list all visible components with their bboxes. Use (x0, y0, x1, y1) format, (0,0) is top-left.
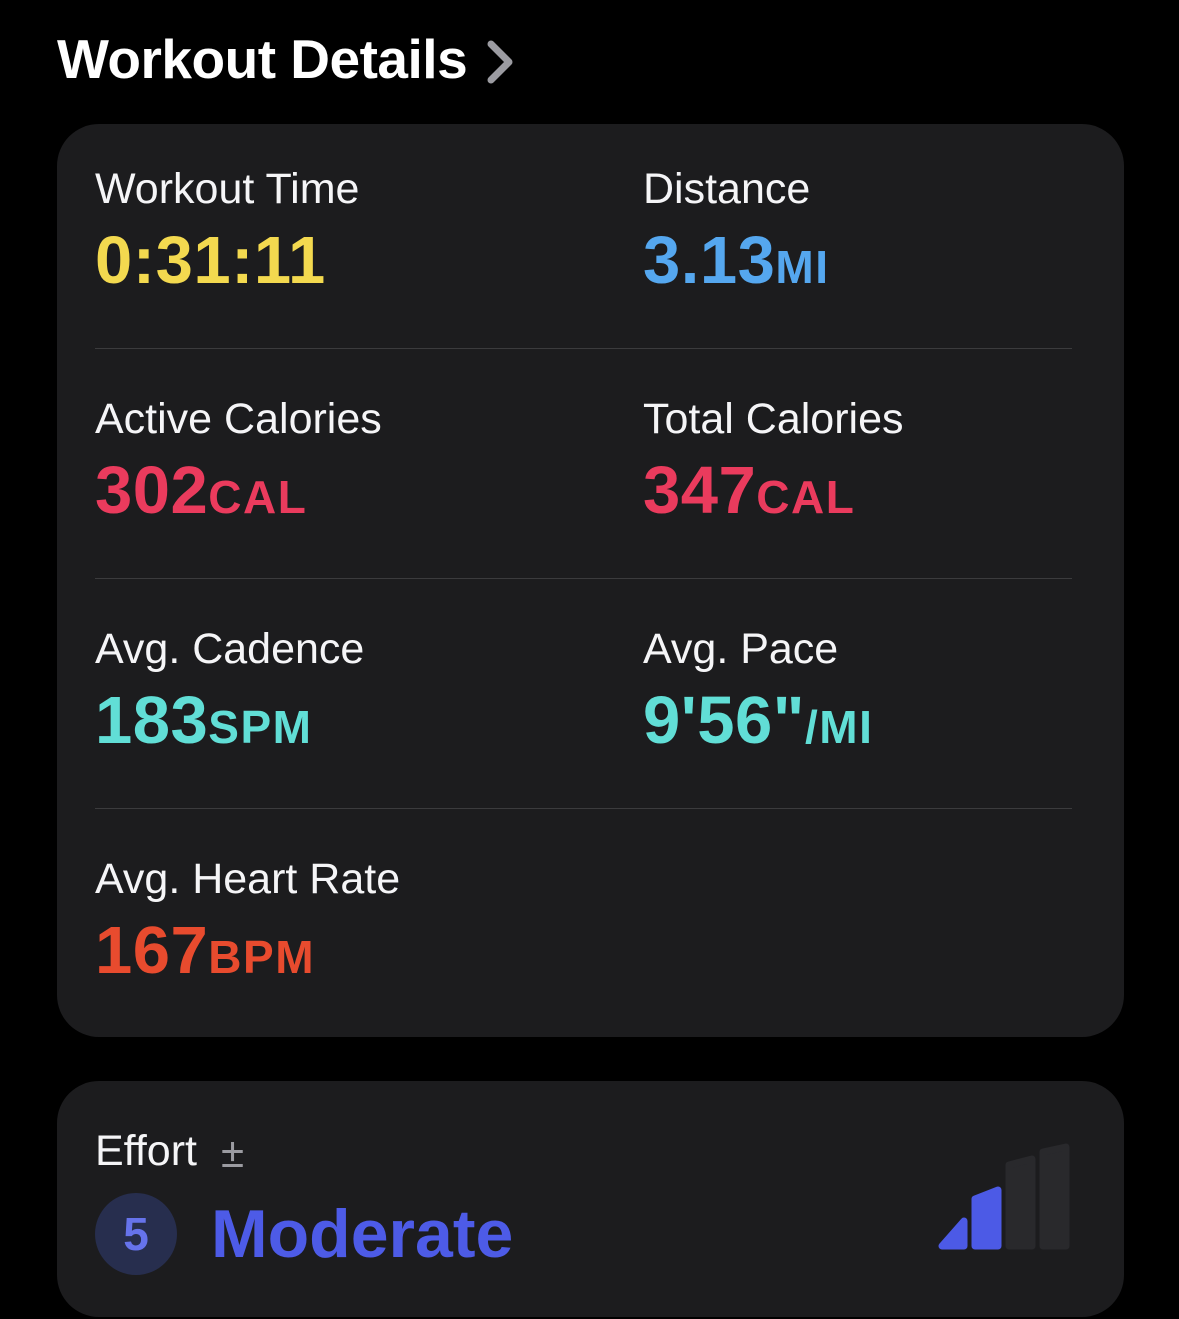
metric-row: Active Calories 302CAL Total Calories 34… (57, 392, 1124, 535)
metric-value: 302CAL (95, 453, 308, 528)
metric-active-calories: Active Calories 302CAL (95, 392, 643, 535)
effort-label-row: Effort ± (95, 1125, 1080, 1177)
metric-unit: CAL (208, 471, 308, 523)
metric-label: Avg. Heart Rate (95, 855, 401, 903)
plus-minus-icon[interactable]: ± (220, 1129, 245, 1176)
metric-avg-heart-rate: Avg. Heart Rate 167BPM (95, 852, 643, 995)
page-title: Workout Details (57, 28, 468, 90)
metrics-card[interactable]: Workout Time 0:31:11 Distance 3.13MI Act… (57, 124, 1124, 1037)
metric-unit: BPM (208, 931, 316, 983)
metric-unit: /MI (805, 701, 874, 753)
row-divider (95, 578, 1072, 579)
metric-label: Workout Time (95, 165, 360, 213)
metric-empty-cell (643, 852, 1084, 995)
metric-value: 347CAL (643, 453, 856, 528)
metric-unit: SPM (208, 701, 313, 753)
metric-unit: MI (775, 241, 830, 293)
effort-score: 5 (123, 1208, 149, 1260)
chevron-right-icon (485, 38, 515, 86)
row-divider (95, 348, 1072, 349)
metric-label: Avg. Pace (643, 625, 839, 673)
effort-score-badge: 5 (95, 1193, 177, 1275)
metric-label: Distance (643, 165, 811, 213)
effort-level-bars-icon (930, 1143, 1078, 1255)
metric-label: Avg. Cadence (95, 625, 365, 673)
metric-workout-time: Workout Time 0:31:11 (95, 162, 643, 305)
metric-row: Avg. Heart Rate 167BPM (57, 852, 1124, 995)
metric-value: 167BPM (95, 913, 316, 988)
metric-unit: CAL (756, 471, 856, 523)
metric-avg-cadence: Avg. Cadence 183SPM (95, 622, 643, 765)
metric-row: Workout Time 0:31:11 Distance 3.13MI (57, 162, 1124, 305)
metric-label: Total Calories (643, 395, 904, 443)
metric-value: 9'56"/MI (643, 683, 874, 758)
metric-total-calories: Total Calories 347CAL (643, 392, 1084, 535)
metric-label: Active Calories (95, 395, 382, 443)
effort-rating: Moderate (211, 1196, 514, 1272)
metric-value: 183SPM (95, 683, 313, 758)
effort-value-row: 5 Moderate (95, 1193, 1080, 1275)
metric-distance: Distance 3.13MI (643, 162, 1084, 305)
row-divider (95, 808, 1072, 809)
workout-details-header[interactable]: Workout Details (0, 0, 1179, 92)
metric-value: 3.13MI (643, 223, 830, 298)
effort-label: Effort (95, 1127, 197, 1175)
metric-value: 0:31:11 (95, 223, 326, 298)
metric-row: Avg. Cadence 183SPM Avg. Pace 9'56"/MI (57, 622, 1124, 765)
effort-card[interactable]: Effort ± 5 Moderate (57, 1081, 1124, 1317)
metric-avg-pace: Avg. Pace 9'56"/MI (643, 622, 1084, 765)
